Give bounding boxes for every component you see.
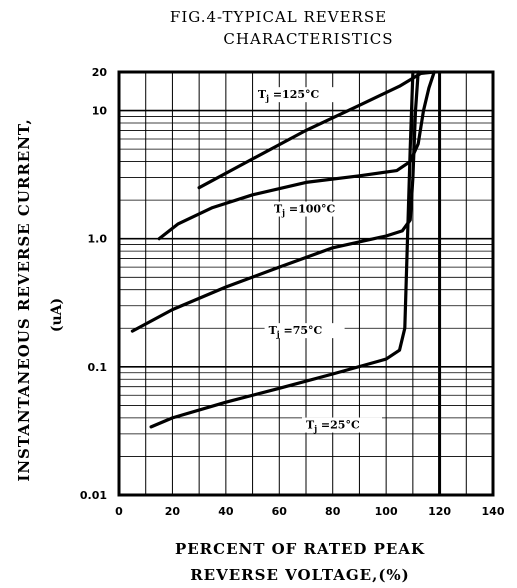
x-tick-label: 20 [165,505,181,518]
series-label: Tj =100°C [274,203,336,218]
series-line-3 [149,70,415,429]
series-label-bg [253,87,334,103]
series-labels: Tj =125°CTj =100°CTj =75°CTj =25°C [253,87,382,434]
chart-title-line1: FIG.4-TYPICAL REVERSE [169,8,388,26]
y-tick-label: 10 [92,105,108,118]
series-label-bg [264,323,345,339]
series-line-0 [197,70,436,190]
plot-frame [117,70,495,497]
series-lines [130,70,436,429]
series-label-rest: =100°C [285,203,336,216]
x-tick-label: 40 [218,505,234,518]
series-label-rest: =125°C [269,88,320,101]
x-axis-label-line1: PERCENT OF RATED PEAK [174,540,426,558]
series-label: Tj =125°C [258,88,320,103]
x-tick-label: 140 [482,505,505,518]
x-tick-label: 80 [325,505,341,518]
series-label-rest: =75°C [280,324,323,337]
y-tick-label: 0.01 [80,489,107,502]
series-label-sub: j [281,208,285,218]
y-tick-label: 20 [92,66,108,79]
series-label-rest: =25°C [317,419,360,432]
y-tick-label: 0.1 [88,361,108,374]
series-label-sub: j [265,93,269,103]
x-axis-label-line2: REVERSE VOLTAGE,(%) [190,566,410,584]
chart-title-line2: CHARACTERISTICS [223,30,394,48]
tick-labels: 0 20 40 60 80 100 120 140 20 10 1.0 0.1 0.01 [80,66,505,518]
series-label-bg [269,201,350,217]
series-line-2 [130,70,420,333]
plot-border [117,70,495,497]
series-label-t: T [269,324,278,337]
x-tick-label: 100 [375,505,398,518]
series-label: Tj =25°C [306,419,360,434]
series-label-t: T [258,88,267,101]
series-label-t: T [274,203,283,216]
x-tick-label: 60 [272,505,288,518]
series-line-1 [157,70,436,241]
series-label-sub: j [276,329,280,339]
x-tick-label: 0 [115,505,123,518]
series-label: Tj =75°C [269,324,323,339]
series-label-t: T [306,419,315,432]
x-tick-label: 120 [428,505,451,518]
series-label-sub: j [313,424,317,434]
series-label-bg [302,417,382,433]
y-tick-label: 1.0 [88,233,108,246]
